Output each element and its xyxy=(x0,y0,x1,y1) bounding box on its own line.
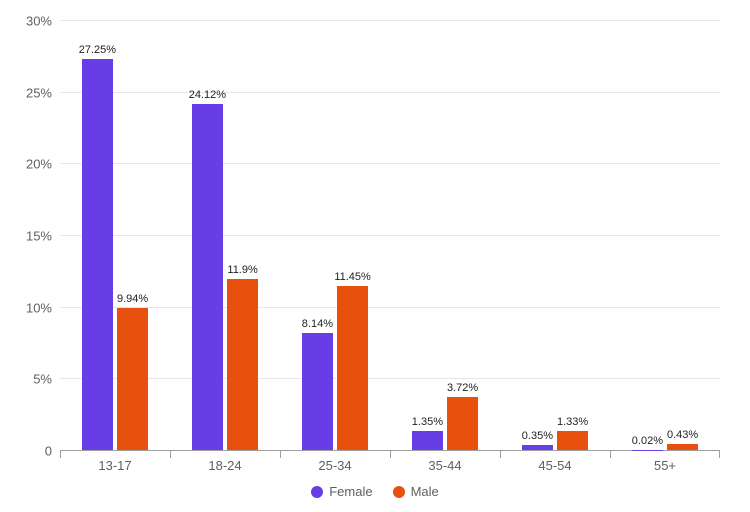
bar: 27.25% xyxy=(82,59,113,450)
bar: 9.94% xyxy=(117,308,148,450)
bar-value-label: 11.9% xyxy=(227,264,257,276)
y-tick-label: 0 xyxy=(45,444,60,459)
legend-item: Male xyxy=(393,484,439,499)
bar-value-label: 3.72% xyxy=(447,382,478,394)
bar-group: 0.35% 1.33% xyxy=(500,20,610,450)
bar: 8.14% xyxy=(302,333,333,450)
bar-value-label: 1.35% xyxy=(412,416,443,428)
bar-value-label: 0.02% xyxy=(632,435,663,447)
bar-value-label: 0.43% xyxy=(667,429,698,441)
x-tick-label: 45-54 xyxy=(500,450,610,473)
y-tick-label: 15% xyxy=(26,229,60,244)
x-tick-label: 18-24 xyxy=(170,450,280,473)
x-tick-label: 25-34 xyxy=(280,450,390,473)
legend-label: Male xyxy=(411,484,439,499)
bar-group: 1.35%3.72% xyxy=(390,20,500,450)
bar-group: 0.02% 0.43% xyxy=(610,20,720,450)
bar-group: 24.12%11.9% xyxy=(170,20,280,450)
x-tick-label: 35-44 xyxy=(390,450,500,473)
bar: 3.72% xyxy=(447,397,478,450)
bar-value-label: 0.35% xyxy=(522,430,553,442)
legend-label: Female xyxy=(329,484,372,499)
bar: 24.12% xyxy=(192,104,223,450)
bar-value-label: 8.14% xyxy=(302,318,333,330)
legend-item: Female xyxy=(311,484,372,499)
x-tick-label: 13-17 xyxy=(60,450,170,473)
y-tick-label: 5% xyxy=(33,372,60,387)
legend-swatch xyxy=(311,486,323,498)
y-tick-label: 30% xyxy=(26,14,60,29)
bar: 11.45% xyxy=(337,286,368,450)
bar-group: 8.14%11.45% xyxy=(280,20,390,450)
legend: Female Male xyxy=(0,484,750,501)
y-tick-label: 10% xyxy=(26,300,60,315)
bar: 1.33% xyxy=(557,431,588,450)
plot-area: 05%10%15%20%25%30% 27.25%9.94%24.12%11.9… xyxy=(60,20,720,451)
bar: 1.35% xyxy=(412,431,443,450)
demographics-bar-chart: 05%10%15%20%25%30% 27.25%9.94%24.12%11.9… xyxy=(0,0,750,512)
bar-value-label: 9.94% xyxy=(117,293,148,305)
bar-value-label: 24.12% xyxy=(189,89,226,101)
bar-group: 27.25%9.94% xyxy=(60,20,170,450)
bar-value-label: 11.45% xyxy=(334,271,371,283)
bar-value-label: 1.33% xyxy=(557,416,588,428)
x-axis: 13-1718-2425-3435-4445-5455+ xyxy=(60,450,720,473)
legend-swatch xyxy=(393,486,405,498)
y-tick-label: 25% xyxy=(26,85,60,100)
y-tick-label: 20% xyxy=(26,157,60,172)
bar-value-label: 27.25% xyxy=(79,44,116,56)
bar: 11.9% xyxy=(227,279,258,450)
bars-layer: 27.25%9.94%24.12%11.9%8.14%11.45%1.35%3.… xyxy=(60,20,720,450)
x-tick-label: 55+ xyxy=(610,450,720,473)
